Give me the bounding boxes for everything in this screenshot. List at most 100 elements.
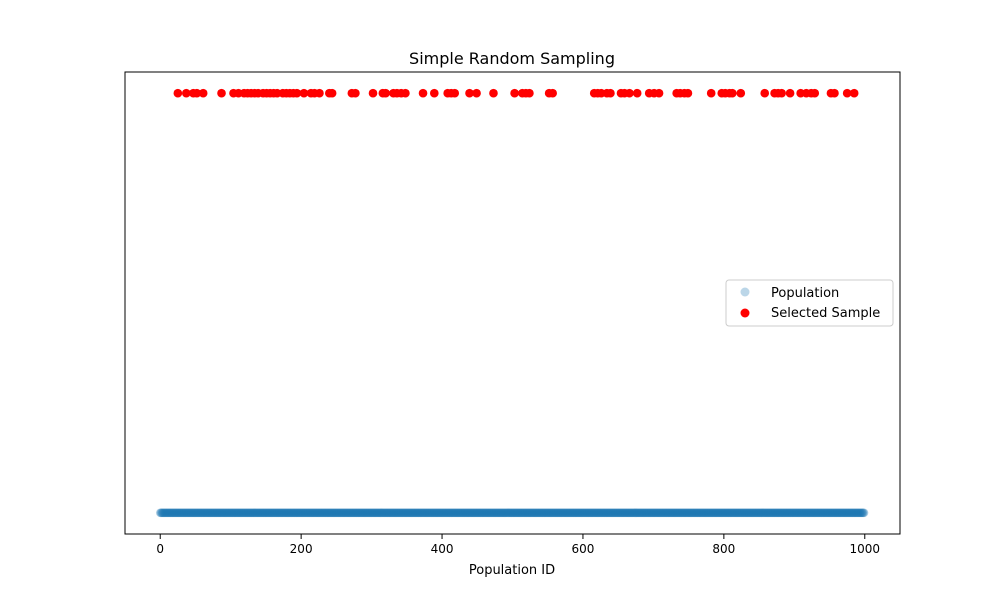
population-point <box>282 508 292 518</box>
population-point <box>735 508 744 518</box>
population-point <box>413 508 422 518</box>
population-point <box>761 508 771 518</box>
population-point <box>194 508 204 518</box>
population-point <box>286 508 295 518</box>
population-point <box>293 508 302 518</box>
population-point <box>833 508 843 518</box>
population-point <box>850 508 860 518</box>
population-point <box>235 508 245 518</box>
population-point <box>582 508 592 518</box>
population-point <box>554 508 564 518</box>
population-point <box>313 508 322 518</box>
population-point <box>682 508 691 518</box>
population-point <box>265 508 275 518</box>
population-point <box>391 508 400 518</box>
population-point <box>497 508 507 518</box>
population-point <box>422 508 431 518</box>
population-point <box>766 508 776 518</box>
population-point <box>364 508 374 518</box>
population-point <box>244 508 253 518</box>
population-point <box>234 508 243 518</box>
population-point <box>429 508 438 518</box>
population-point <box>757 508 767 518</box>
population-point <box>820 508 829 518</box>
population-point <box>155 508 165 518</box>
population-point <box>290 508 300 518</box>
population-point <box>278 508 288 518</box>
population-point <box>207 508 216 518</box>
population-point <box>534 508 544 518</box>
population-point <box>832 508 841 518</box>
population-point <box>858 508 867 518</box>
population-point <box>709 508 719 518</box>
population-point <box>499 508 508 518</box>
population-point <box>396 508 405 518</box>
population-point <box>854 508 864 518</box>
population-point <box>659 508 669 518</box>
population-point <box>259 508 269 518</box>
population-point <box>742 508 752 518</box>
population-point <box>332 508 342 518</box>
population-point <box>551 508 560 518</box>
population-point <box>500 508 510 518</box>
population-point <box>275 508 284 518</box>
population-point <box>242 508 252 518</box>
population-point <box>715 508 724 518</box>
population-point <box>651 508 661 518</box>
population-point <box>671 508 681 518</box>
population-point <box>667 508 677 518</box>
population-point <box>723 508 733 518</box>
population-point <box>547 508 557 518</box>
population-point <box>618 508 628 518</box>
population-point <box>642 508 651 518</box>
population-point <box>210 508 220 518</box>
population-point <box>423 508 433 518</box>
population-point <box>677 508 686 518</box>
population-point <box>819 508 829 518</box>
population-point <box>388 508 398 518</box>
legend-label-selected-sample: Selected Sample <box>771 306 880 321</box>
population-point <box>773 508 783 518</box>
population-point <box>422 508 432 518</box>
population-point <box>589 508 598 518</box>
population-point <box>340 508 350 518</box>
population-point <box>616 508 626 518</box>
population-point <box>791 508 801 518</box>
population-point <box>375 508 385 518</box>
population-point <box>451 508 460 518</box>
population-point <box>363 508 373 518</box>
population-point <box>740 508 749 518</box>
population-point <box>680 508 690 518</box>
population-point <box>580 508 589 518</box>
population-point <box>365 508 375 518</box>
population-point <box>668 508 677 518</box>
population-point <box>161 508 171 518</box>
population-point <box>546 508 555 518</box>
population-point <box>777 508 786 518</box>
population-point <box>736 508 746 518</box>
x-tick-label: 400 <box>431 542 454 556</box>
selected-sample-point <box>192 88 202 98</box>
population-point <box>342 508 352 518</box>
population-point <box>806 508 815 518</box>
population-point <box>524 508 533 518</box>
population-point <box>726 508 736 518</box>
population-point <box>728 508 738 518</box>
population-point <box>783 508 793 518</box>
population-point <box>315 508 324 518</box>
population-point <box>768 508 778 518</box>
population-point <box>309 508 319 518</box>
population-point <box>519 508 529 518</box>
population-point <box>490 508 500 518</box>
population-point <box>592 508 601 518</box>
population-point <box>195 508 204 518</box>
population-point <box>564 508 574 518</box>
population-point <box>492 508 501 518</box>
population-point <box>187 508 197 518</box>
population-point <box>625 508 634 518</box>
population-point <box>440 508 450 518</box>
population-point <box>279 508 289 518</box>
population-point <box>706 508 715 518</box>
population-point <box>811 508 820 518</box>
population-point <box>609 508 619 518</box>
